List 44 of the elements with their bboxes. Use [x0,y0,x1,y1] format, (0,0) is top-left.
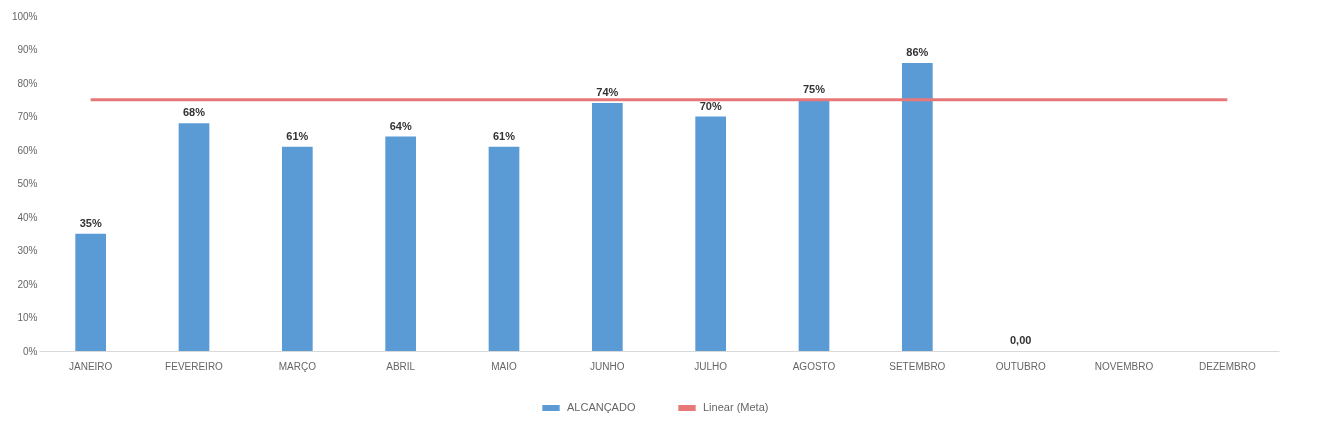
x-tick-label: OUTUBRO [995,360,1046,372]
y-tick-label: 0% [23,345,38,357]
y-tick-label: 70% [17,111,38,122]
y-tick-label: 90% [17,44,38,55]
data-label: 70% [699,99,722,112]
data-label: 74% [596,86,619,99]
y-tick-label: 60% [17,144,38,156]
data-label: 61% [492,129,516,142]
x-tick-label: JANEIRO [68,360,113,372]
y-tick-label: 10% [17,312,38,323]
y-tick-label: 50% [17,178,38,189]
x-tick-label: ABRIL [386,360,416,372]
data-label: 75% [802,82,826,95]
data-label: 86% [906,45,929,58]
bar [75,233,107,351]
bar [178,123,210,351]
y-tick-label: 80% [17,77,38,89]
bar [385,136,417,351]
x-tick-label: SETEMBRO [889,360,946,372]
data-label: 68% [182,106,206,119]
bar [591,103,623,351]
x-tick-label: JULHO [694,360,728,372]
bar [695,116,727,351]
x-tick-label: MARÇO [278,360,317,372]
y-tick-label: 100% [11,10,38,22]
x-tick-label: DEZEMBRO [1199,360,1256,372]
bar [488,146,520,351]
x-tick-label: AGOSTO [792,360,836,372]
x-tick-label: MAIO [491,360,517,372]
bar [798,99,830,351]
data-label: 61% [286,129,309,142]
data-label: 0,00 [1009,334,1032,346]
data-label: 64% [389,119,412,132]
legend-label: Linear (Meta) [703,401,769,413]
y-tick-label: 30% [17,245,38,256]
y-tick-label: 40% [17,211,38,223]
legend-label: ALCANÇADO [567,401,636,413]
y-tick-label: 20% [17,278,38,290]
x-tick-label: NOVEMBRO [1094,360,1154,372]
x-tick-label: FEVEREIRO [165,360,224,372]
bar [901,62,933,351]
data-label: 35% [79,216,102,229]
bar [281,146,313,351]
x-tick-label: JUNHO [590,360,625,372]
